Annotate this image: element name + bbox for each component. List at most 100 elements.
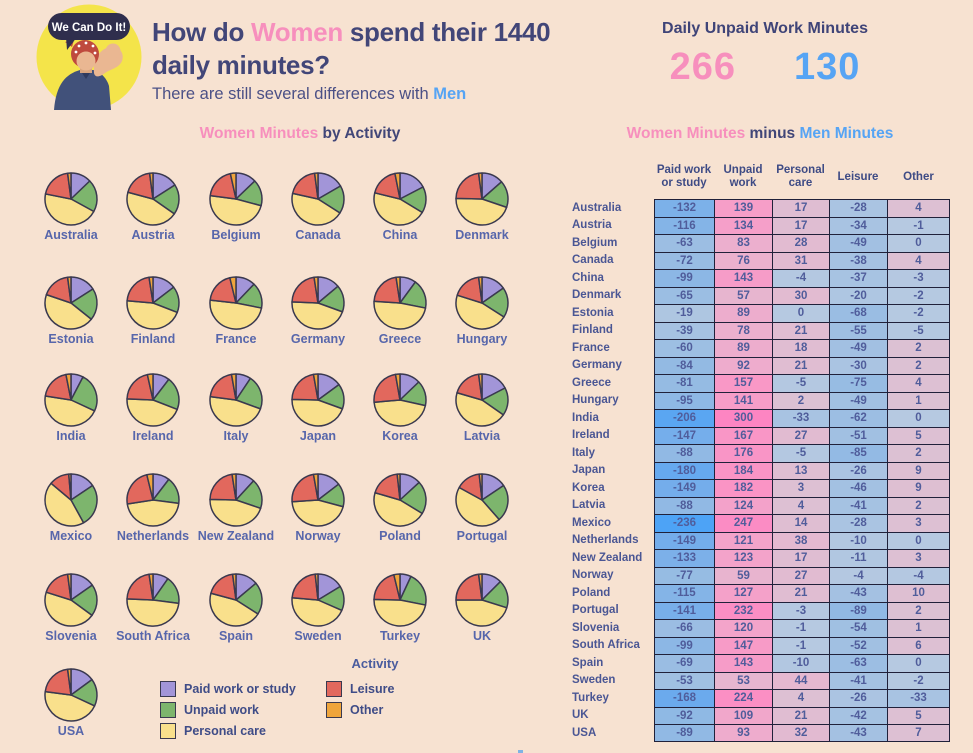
pie-slice-personal-care[interactable] [44,482,85,527]
pie-slice-personal-care[interactable] [373,598,427,627]
table-cell-estonia-unpaid-work[interactable]: 89 [714,304,772,322]
table-cell-hungary-personal-care[interactable]: 2 [772,391,829,409]
table-cell-japan-personal-care[interactable]: 13 [772,461,829,479]
table-cell-belgium-other[interactable]: 0 [887,234,950,252]
table-cell-spain-paid-work-or-study[interactable]: -69 [654,654,714,672]
pie-slice-other[interactable] [477,573,483,601]
table-cell-germany-other[interactable]: 2 [887,356,950,374]
pie-slice-other[interactable] [312,473,319,501]
table-cell-india-leisure[interactable]: -62 [829,409,887,427]
pie-slice-personal-care[interactable] [373,300,427,330]
table-cell-estonia-leisure[interactable]: -68 [829,304,887,322]
table-cell-finland-leisure[interactable]: -55 [829,321,887,339]
table-cell-netherlands-paid-work-or-study[interactable]: -149 [654,531,714,549]
table-cell-finland-personal-care[interactable]: 21 [772,321,829,339]
table-cell-slovenia-leisure[interactable]: -54 [829,619,887,637]
table-cell-poland-personal-care[interactable]: 21 [772,584,829,602]
pie-slice-other[interactable] [313,172,319,200]
pie-slice-other[interactable] [66,172,72,200]
pie-slice-other[interactable] [230,373,237,401]
pie-slice-personal-care[interactable] [291,499,344,527]
table-cell-portugal-leisure[interactable]: -89 [829,601,887,619]
pie-slice-personal-care[interactable] [126,299,178,330]
table-cell-china-other[interactable]: -3 [887,269,950,287]
pie-slice-personal-care[interactable] [44,293,93,330]
pie-slice-other[interactable] [229,172,237,200]
table-cell-denmark-leisure[interactable]: -20 [829,286,887,304]
table-cell-usa-paid-work-or-study[interactable]: -89 [654,724,714,742]
table-cell-netherlands-leisure[interactable]: -10 [829,531,887,549]
pie-slice-other[interactable] [312,373,319,401]
pie-slice-other[interactable] [231,473,237,501]
pie-chart-india[interactable] [43,372,99,428]
table-cell-usa-leisure[interactable]: -43 [829,724,887,742]
pie-chart-south-africa[interactable] [125,572,181,628]
table-cell-sweden-paid-work-or-study[interactable]: -53 [654,671,714,689]
legend-item-unpaid-work[interactable]: Unpaid work [160,699,300,720]
pie-slice-other[interactable] [229,276,237,304]
table-cell-poland-leisure[interactable]: -43 [829,584,887,602]
table-cell-germany-unpaid-work[interactable]: 92 [714,356,772,374]
table-cell-uk-unpaid-work[interactable]: 109 [714,706,772,724]
table-cell-finland-paid-work-or-study[interactable]: -39 [654,321,714,339]
table-cell-korea-personal-care[interactable]: 3 [772,479,829,497]
table-cell-slovenia-other[interactable]: 1 [887,619,950,637]
legend-item-personal-care[interactable]: Personal care [160,720,300,741]
legend-item-other[interactable]: Other [326,699,394,720]
table-cell-estonia-other[interactable]: -2 [887,304,950,322]
table-cell-hungary-leisure[interactable]: -49 [829,391,887,409]
table-cell-south-africa-personal-care[interactable]: -1 [772,636,829,654]
table-cell-hungary-paid-work-or-study[interactable]: -95 [654,391,714,409]
table-cell-korea-unpaid-work[interactable]: 182 [714,479,772,497]
table-cell-latvia-leisure[interactable]: -41 [829,496,887,514]
table-cell-japan-unpaid-work[interactable]: 184 [714,461,772,479]
pie-chart-france[interactable] [208,275,264,331]
table-cell-spain-personal-care[interactable]: -10 [772,654,829,672]
table-cell-korea-paid-work-or-study[interactable]: -149 [654,479,714,497]
table-cell-france-other[interactable]: 2 [887,339,950,357]
legend-item-paid-work-or-study[interactable]: Paid work or study [160,678,300,699]
pie-chart-uk[interactable] [454,572,510,628]
table-cell-greece-personal-care[interactable]: -5 [772,374,829,392]
table-cell-italy-other[interactable]: 2 [887,444,950,462]
pie-chart-latvia[interactable] [454,372,510,428]
table-cell-greece-leisure[interactable]: -75 [829,374,887,392]
pie-chart-denmark[interactable] [454,171,510,227]
pie-slice-other[interactable] [395,276,401,304]
table-cell-mexico-personal-care[interactable]: 14 [772,514,829,532]
table-cell-uk-other[interactable]: 5 [887,706,950,724]
table-cell-slovenia-unpaid-work[interactable]: 120 [714,619,772,637]
table-cell-greece-other[interactable]: 4 [887,374,950,392]
table-cell-turkey-personal-care[interactable]: 4 [772,689,829,707]
pie-chart-netherlands[interactable] [125,472,181,528]
table-cell-ireland-personal-care[interactable]: 27 [772,426,829,444]
pie-chart-portugal[interactable] [454,472,510,528]
pie-slice-personal-care[interactable] [126,598,180,627]
table-cell-denmark-paid-work-or-study[interactable]: -65 [654,286,714,304]
table-cell-japan-paid-work-or-study[interactable]: -180 [654,461,714,479]
pie-chart-austria[interactable] [125,171,181,227]
table-cell-denmark-other[interactable]: -2 [887,286,950,304]
pie-slice-personal-care[interactable] [455,391,505,427]
table-cell-mexico-paid-work-or-study[interactable]: -236 [654,514,714,532]
pie-chart-finland[interactable] [125,275,181,331]
table-cell-austria-other[interactable]: -1 [887,216,950,234]
table-cell-mexico-other[interactable]: 3 [887,514,950,532]
table-cell-poland-other[interactable]: 10 [887,584,950,602]
pie-slice-other[interactable] [146,373,154,401]
table-cell-india-paid-work-or-study[interactable]: -206 [654,409,714,427]
table-cell-ireland-unpaid-work[interactable]: 167 [714,426,772,444]
table-cell-india-personal-care[interactable]: -33 [772,409,829,427]
pie-slice-other[interactable] [148,276,154,304]
table-cell-canada-leisure[interactable]: -38 [829,251,887,269]
pie-chart-ireland[interactable] [125,372,181,428]
table-cell-mexico-unpaid-work[interactable]: 247 [714,514,772,532]
pie-slice-other[interactable] [314,573,319,601]
pie-chart-korea[interactable] [372,372,428,428]
pie-slice-other[interactable] [66,276,72,304]
table-cell-ireland-other[interactable]: 5 [887,426,950,444]
pie-slice-personal-care[interactable] [126,398,178,427]
pie-slice-leisure[interactable] [44,172,72,200]
pie-slice-other[interactable] [478,473,483,501]
pie-slice-personal-care[interactable] [291,192,341,226]
